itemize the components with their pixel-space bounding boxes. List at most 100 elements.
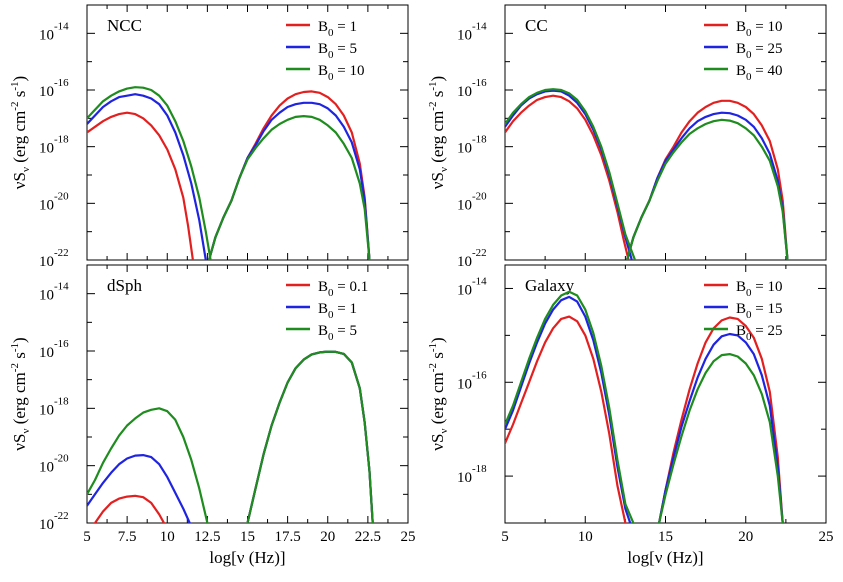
series-line (625, 99, 789, 260)
legend-label: B0 = 10 (736, 279, 782, 299)
y-tick-label: 10 (457, 376, 472, 392)
y-tick-exponent: -22 (54, 247, 69, 259)
series-line (207, 101, 371, 260)
panel-dsph: 5 7.5 10 12.5 15 17.5 20 22.5 2510-2210-2010-181… (9, 264, 416, 567)
panel-label: dSph (107, 276, 142, 295)
legend-label: B0 = 1 (318, 301, 357, 321)
x-tick-label: 15 (240, 529, 255, 545)
series-line (93, 494, 166, 523)
series-line (246, 350, 374, 523)
y-tick-label: 10 (457, 470, 472, 486)
y-tick-exponent: -16 (54, 77, 69, 89)
y-tick-label: 10 (39, 517, 54, 533)
series-line (505, 290, 635, 523)
series-line (246, 350, 374, 523)
y-axis-title: νSν (erg cm-2 s-1) (9, 76, 32, 189)
legend-label: B0 = 10 (318, 63, 364, 83)
series-line (505, 88, 637, 260)
x-tick-label: 7.5 (118, 529, 137, 545)
y-tick-label: 10 (39, 27, 54, 43)
series-line (87, 454, 191, 523)
y-axis-title: νSν (erg cm-2 s-1) (427, 76, 450, 189)
panel-label: CC (525, 16, 548, 35)
y-tick-label: 10 (457, 282, 472, 298)
y-tick-label: 10 (457, 254, 472, 270)
legend-label: B0 = 40 (736, 63, 782, 83)
y-tick-exponent: -14 (472, 20, 487, 32)
series-group (87, 86, 371, 260)
x-tick-label: 20 (320, 529, 335, 545)
y-tick-exponent: -16 (472, 369, 487, 381)
series-line (505, 295, 632, 523)
y-tick-label: 10 (39, 84, 54, 100)
series-line (87, 111, 194, 260)
x-tick-label: 12.5 (194, 529, 220, 545)
y-tick-exponent: -22 (472, 247, 487, 259)
legend-label: B0 = 0.1 (318, 279, 368, 299)
series-line (505, 89, 633, 260)
series-line (246, 350, 374, 523)
series-line (625, 111, 789, 260)
series-group (87, 350, 374, 523)
legend-label: B0 = 1 (318, 19, 357, 39)
x-tick-label: 5 (501, 529, 509, 545)
series-line (625, 118, 789, 260)
y-axis-title: νSν (erg cm-2 s-1) (427, 337, 450, 450)
y-tick-exponent: -18 (472, 463, 487, 475)
y-tick-label: 10 (39, 460, 54, 476)
series-line (505, 315, 627, 523)
y-tick-label: 10 (39, 254, 54, 270)
legend-label: B0 = 25 (736, 323, 782, 343)
y-tick-exponent: -14 (54, 20, 69, 32)
x-tick-label: 25 (401, 529, 416, 545)
plot-frame (86, 4, 409, 261)
x-tick-label: 25 (819, 529, 834, 545)
y-tick-exponent: -20 (54, 190, 69, 202)
y-tick-label: 10 (457, 141, 472, 157)
y-tick-exponent: -14 (54, 281, 69, 293)
x-tick-label: 17.5 (275, 529, 301, 545)
series-line (87, 86, 212, 260)
y-tick-label: 10 (39, 288, 54, 304)
y-tick-label: 10 (39, 345, 54, 361)
x-tick-label: 5 (83, 529, 91, 545)
y-tick-label: 10 (39, 141, 54, 157)
x-tick-label: 15 (658, 529, 673, 545)
y-tick-exponent: -16 (472, 77, 487, 89)
legend-label: B0 = 5 (318, 323, 357, 343)
series-line (657, 353, 784, 523)
y-tick-label: 10 (39, 402, 54, 418)
y-tick-exponent: -22 (54, 510, 69, 522)
x-tick-label: 20 (738, 529, 753, 545)
y-tick-exponent: -18 (472, 134, 487, 146)
y-tick-exponent: -20 (472, 190, 487, 202)
panel-label: Galaxy (525, 276, 575, 295)
panel-label: NCC (107, 16, 142, 35)
series-line (657, 332, 784, 523)
series-line (505, 94, 630, 260)
series-line (657, 316, 784, 523)
series-line (207, 114, 371, 260)
legend-label: B0 = 25 (736, 41, 782, 61)
series-line (87, 407, 209, 523)
x-tick-label: 10 (160, 529, 175, 545)
legend-label: B0 = 10 (736, 19, 782, 39)
y-tick-label: 10 (457, 84, 472, 100)
x-tick-label: 10 (578, 529, 593, 545)
y-tick-label: 10 (457, 27, 472, 43)
y-tick-label: 10 (39, 197, 54, 213)
y-axis-title: νSν (erg cm-2 s-1) (9, 337, 32, 450)
series-group (505, 290, 784, 523)
x-tick-label: 22.5 (355, 529, 381, 545)
y-tick-exponent: -18 (54, 134, 69, 146)
series-line (87, 93, 207, 260)
y-tick-exponent: -14 (472, 275, 487, 287)
series-line (207, 90, 371, 260)
series-group (505, 88, 789, 260)
y-tick-exponent: -16 (54, 338, 69, 350)
y-tick-label: 10 (457, 197, 472, 213)
